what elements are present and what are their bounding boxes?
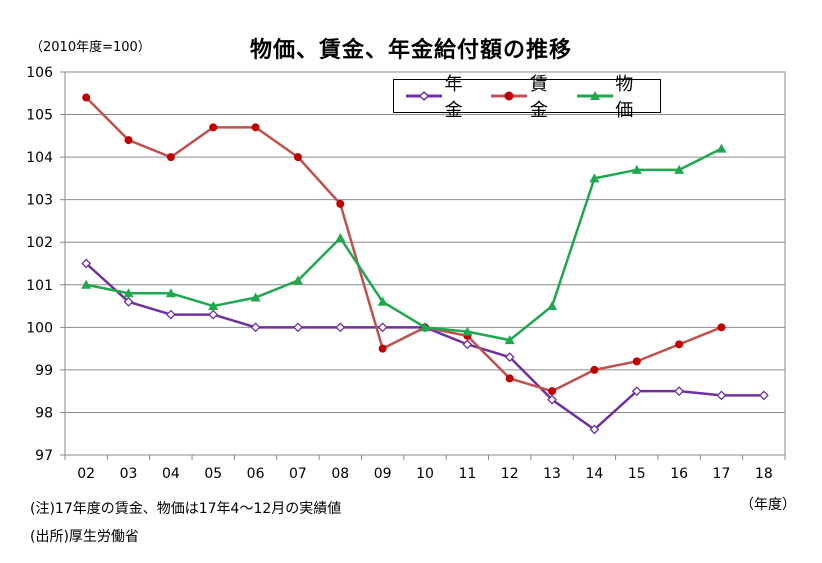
data-point-wage bbox=[632, 357, 641, 366]
data-point-wage bbox=[293, 153, 302, 162]
legend-label-price: 物価 bbox=[615, 74, 634, 121]
data-point-pension bbox=[293, 322, 303, 333]
x-tick-label: 02 bbox=[77, 466, 95, 482]
data-point-wage bbox=[378, 344, 387, 353]
data-point-pension bbox=[674, 386, 685, 397]
data-point-pension bbox=[631, 386, 642, 397]
y-tick-label: 105 bbox=[26, 108, 53, 124]
y-tick-label: 99 bbox=[35, 363, 53, 379]
data-point-wage bbox=[505, 374, 514, 383]
x-tick-label: 12 bbox=[501, 466, 519, 482]
x-tick-label: 17 bbox=[713, 466, 731, 482]
data-point-wage bbox=[209, 123, 218, 132]
data-point-wage bbox=[251, 123, 260, 132]
data-point-price bbox=[420, 322, 430, 332]
data-point-price bbox=[208, 301, 219, 311]
x-tick-label: 10 bbox=[416, 466, 434, 482]
data-point-price bbox=[250, 292, 261, 302]
data-point-price bbox=[165, 288, 176, 298]
legend-wage-swatch bbox=[491, 91, 528, 101]
series-line-1 bbox=[85, 96, 722, 393]
data-point-price bbox=[292, 275, 303, 285]
unit-note: （2010年度=100） bbox=[30, 40, 151, 55]
legend-item-wage: 賃金 bbox=[489, 70, 564, 122]
chart-title: 物価、賃金、年金給付額の推移 bbox=[249, 38, 572, 63]
data-point-price bbox=[462, 326, 473, 336]
data-point-wage bbox=[717, 323, 726, 332]
data-point-pension bbox=[504, 352, 515, 363]
legend-label-pension: 年金 bbox=[444, 74, 463, 121]
legend-price-swatch bbox=[576, 91, 613, 100]
data-point-pension bbox=[208, 309, 219, 320]
x-tick-label: 07 bbox=[289, 466, 307, 482]
legend-item-pension: 年金 bbox=[404, 70, 479, 122]
data-point-pension bbox=[589, 424, 600, 435]
x-tick-label: 04 bbox=[162, 466, 180, 482]
data-point-price bbox=[504, 335, 515, 345]
data-point-price bbox=[123, 288, 134, 298]
data-point-pension bbox=[547, 394, 557, 405]
data-point-wage bbox=[336, 199, 345, 208]
data-point-pension bbox=[377, 322, 388, 333]
legend-label-wage: 賃金 bbox=[529, 74, 548, 121]
data-point-wage bbox=[675, 340, 684, 349]
data-point-wage bbox=[590, 365, 599, 374]
legend-item-price: 物価 bbox=[575, 70, 650, 122]
data-point-wage bbox=[82, 93, 91, 102]
legend: 年金 賃金 物価 bbox=[393, 74, 661, 121]
y-tick-label: 102 bbox=[26, 235, 53, 251]
y-tick-label: 106 bbox=[26, 65, 53, 81]
data-point-wage bbox=[166, 153, 175, 162]
series-line-0 bbox=[85, 262, 764, 431]
y-tick-label: 98 bbox=[35, 405, 53, 421]
source-note: (出所)厚生労働省 bbox=[30, 529, 139, 545]
data-point-price bbox=[335, 232, 346, 242]
y-tick-label: 103 bbox=[26, 193, 53, 209]
data-point-price bbox=[589, 173, 600, 183]
data-point-price bbox=[377, 296, 388, 306]
data-point-pension bbox=[81, 258, 92, 269]
x-tick-label: 03 bbox=[120, 466, 138, 482]
data-point-pension bbox=[123, 296, 134, 307]
data-point-pension bbox=[716, 390, 727, 401]
data-point-pension bbox=[165, 309, 176, 320]
y-tick-label: 101 bbox=[26, 278, 53, 294]
data-point-wage bbox=[548, 387, 557, 396]
x-tick-label: 16 bbox=[670, 466, 688, 482]
x-axis-unit: （年度） bbox=[740, 497, 796, 513]
data-point-price bbox=[81, 279, 92, 289]
x-tick-label: 11 bbox=[458, 466, 476, 482]
x-tick-label: 18 bbox=[755, 466, 773, 482]
plot-area bbox=[64, 71, 786, 456]
data-point-pension bbox=[462, 339, 473, 350]
data-point-pension bbox=[758, 390, 769, 401]
series-line-2 bbox=[85, 147, 723, 342]
y-tick-label: 100 bbox=[26, 320, 53, 336]
x-tick-label: 15 bbox=[628, 466, 646, 482]
x-tick-label: 05 bbox=[204, 466, 222, 482]
data-point-price bbox=[674, 164, 685, 174]
x-tick-label: 09 bbox=[374, 466, 392, 482]
data-point-price bbox=[547, 301, 558, 311]
legend-pension-swatch bbox=[406, 90, 442, 102]
footnote: (注)17年度の賃金、物価は17年4～12月の実績値 bbox=[30, 501, 342, 517]
y-tick-label: 104 bbox=[26, 150, 53, 166]
x-tick-label: 06 bbox=[247, 466, 265, 482]
data-point-wage bbox=[124, 136, 133, 145]
x-tick-label: 08 bbox=[331, 466, 349, 482]
data-point-pension bbox=[250, 322, 261, 333]
y-tick-label: 97 bbox=[35, 448, 53, 464]
x-tick-label: 14 bbox=[585, 466, 603, 482]
x-tick-label: 13 bbox=[543, 466, 561, 482]
data-point-price bbox=[631, 164, 642, 174]
data-point-pension bbox=[335, 322, 346, 333]
data-point-price bbox=[716, 143, 727, 153]
